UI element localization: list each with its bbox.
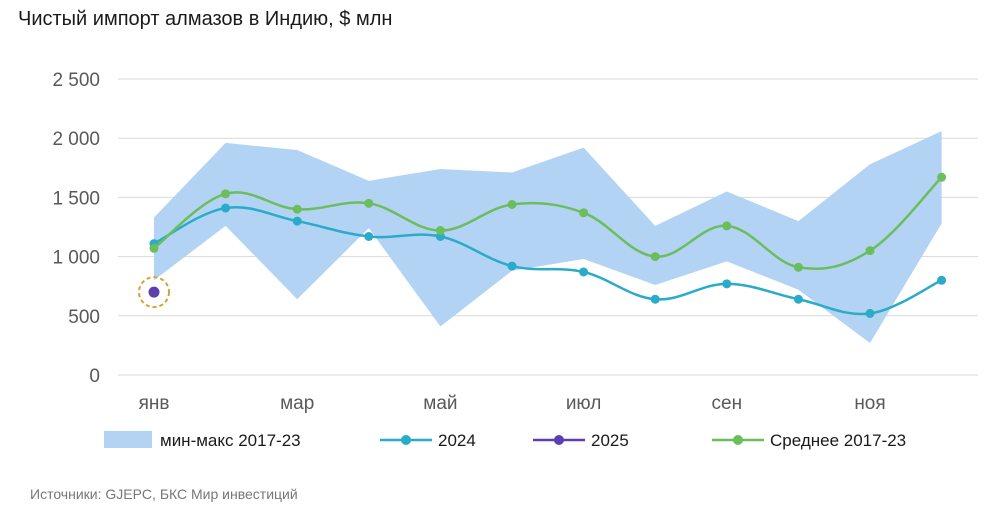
y-tick-label: 2 500 xyxy=(52,70,100,91)
y-tick-label: 1 000 xyxy=(52,248,100,269)
data-point xyxy=(865,308,875,318)
legend-marker xyxy=(733,435,743,445)
y-tick-label: 1 500 xyxy=(52,188,100,209)
legend-marker xyxy=(401,435,411,445)
x-tick-label: мар xyxy=(280,393,314,414)
series-group xyxy=(138,172,947,318)
y-tick-label: 2 000 xyxy=(52,129,100,150)
data-point xyxy=(507,261,517,271)
data-point xyxy=(221,189,231,199)
y-axis-ticks: 0 500 1 000 1 500 2 000 2 500 xyxy=(52,70,100,387)
x-tick-label: ноя xyxy=(854,393,885,414)
data-point xyxy=(722,221,732,231)
data-point xyxy=(435,226,445,236)
legend-label: 2024 xyxy=(438,431,476,450)
legend-swatch xyxy=(104,431,152,448)
min-max-band xyxy=(154,131,942,344)
source-note: Источники: GJEPC, БКС Мир инвестиций xyxy=(30,486,298,502)
y-tick-label: 0 xyxy=(89,366,100,387)
data-point xyxy=(364,198,374,208)
data-point xyxy=(793,262,803,272)
data-point xyxy=(650,294,660,304)
x-tick-label: янв xyxy=(139,393,170,414)
highlight-ring xyxy=(138,276,170,309)
data-point xyxy=(722,279,732,289)
data-point xyxy=(937,275,947,285)
legend-label: мин-макс 2017-23 xyxy=(160,431,301,450)
x-axis-ticks: янв мар май июл сен ноя xyxy=(139,393,886,414)
data-point xyxy=(650,252,660,262)
data-point xyxy=(364,231,374,241)
data-point xyxy=(507,200,517,210)
data-point xyxy=(937,172,947,182)
legend-label: 2025 xyxy=(591,431,629,450)
data-point xyxy=(865,246,875,256)
data-point xyxy=(579,208,589,218)
data-point xyxy=(148,286,160,298)
data-point xyxy=(793,294,803,304)
data-point xyxy=(292,204,302,214)
x-tick-label: сен xyxy=(712,393,743,414)
series-line xyxy=(153,206,943,316)
band-area xyxy=(154,131,942,344)
x-tick-label: июл xyxy=(566,393,602,414)
x-tick-label: май xyxy=(423,393,457,414)
data-point xyxy=(292,216,302,226)
legend-label: Среднее 2017-23 xyxy=(770,431,906,450)
legend-marker xyxy=(554,435,564,445)
data-point xyxy=(221,203,231,213)
y-tick-label: 500 xyxy=(68,307,100,328)
chart-title: Чистый импорт алмазов в Индию, $ млн xyxy=(18,8,393,30)
data-point xyxy=(149,243,159,253)
data-point xyxy=(579,267,589,277)
legend: мин-макс 2017-23 2024 2025 Среднее 2017-23 xyxy=(104,431,906,450)
series-line xyxy=(153,176,943,271)
